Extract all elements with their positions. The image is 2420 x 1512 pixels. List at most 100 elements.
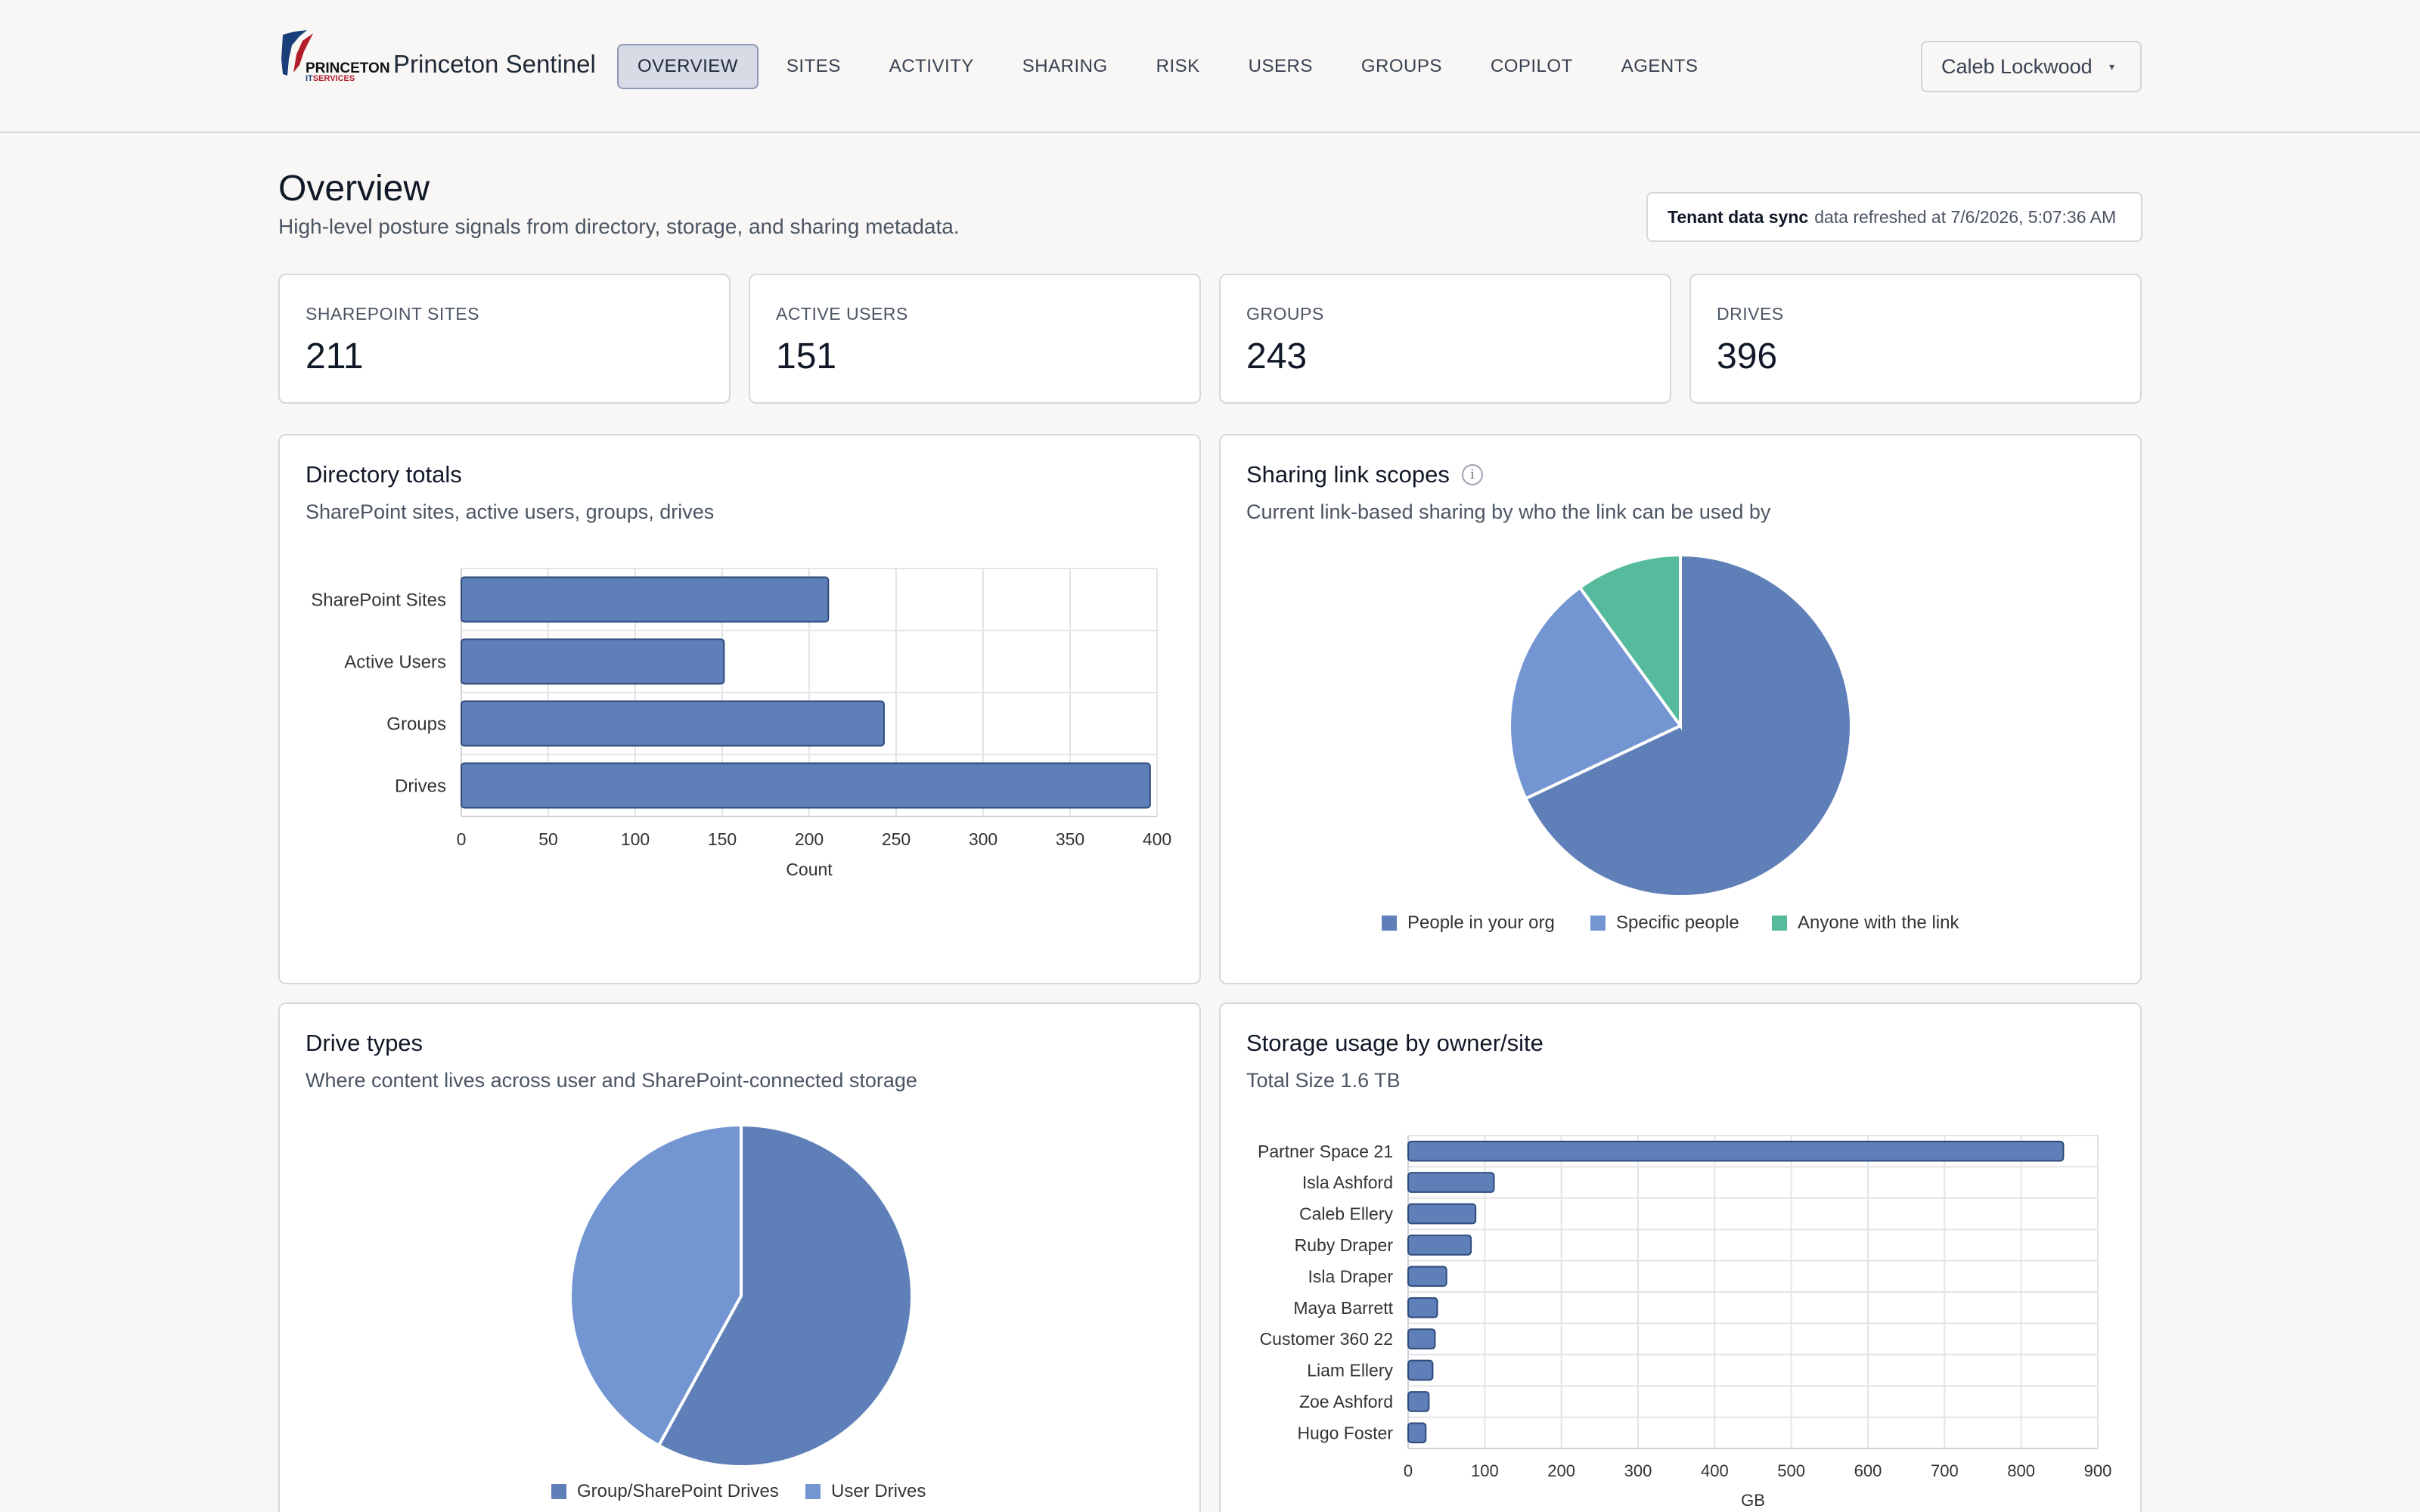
sync-timestamp: data refreshed at 7/6/2026, 5:07:36 AM: [1814, 206, 2117, 227]
stat-card-groups: GROUPS 243: [1219, 274, 1671, 404]
panel-title: Sharing link scopes i: [1246, 461, 1483, 488]
bar: [1407, 1422, 1427, 1444]
bar: [1407, 1140, 2065, 1162]
category-label: Isla Draper: [1308, 1266, 1394, 1286]
x-tick-label: 350: [1056, 829, 1084, 849]
category-label: Customer 360 22: [1260, 1329, 1393, 1349]
directory-totals-panel: Directory totals SharePoint sites, activ…: [278, 434, 1201, 984]
x-axis-label: GB: [1741, 1491, 1765, 1510]
pie-slice: [1523, 553, 1853, 898]
x-tick-label: 200: [1547, 1461, 1575, 1480]
x-tick-label: 0: [1404, 1461, 1413, 1480]
x-tick-label: 100: [621, 829, 650, 849]
category-label: Maya Barrett: [1293, 1298, 1393, 1318]
legend-swatch: [551, 1484, 566, 1499]
nav-copilot[interactable]: COPILOT: [1490, 56, 1573, 76]
x-tick-label: 600: [1854, 1461, 1882, 1480]
legend-swatch: [1772, 916, 1787, 931]
nav-users[interactable]: USERS: [1248, 56, 1313, 76]
nav-agents[interactable]: AGENTS: [1621, 56, 1699, 76]
nav-sites[interactable]: SITES: [786, 56, 841, 76]
pie-slice: [1508, 585, 1683, 801]
sync-label: Tenant data sync: [1668, 206, 1809, 227]
bar: [1407, 1391, 1430, 1412]
category-label: Drives: [395, 776, 446, 796]
stat-label: GROUPS: [1246, 304, 1324, 324]
category-label: SharePoint Sites: [311, 590, 446, 610]
panel-title: Storage usage by owner/site: [1246, 1030, 1544, 1056]
pie-slice: [1578, 553, 1682, 731]
x-tick-label: 900: [2084, 1461, 2112, 1480]
pie-slice: [656, 1123, 914, 1468]
legend-swatch: [805, 1484, 821, 1499]
x-tick-label: 500: [1777, 1461, 1805, 1480]
bar: [1407, 1203, 1477, 1225]
nav-risk[interactable]: RISK: [1156, 56, 1200, 76]
bar: [1407, 1235, 1472, 1256]
legend-label: Anyone with the link: [1798, 912, 1959, 933]
princeton-logo-icon: [281, 30, 313, 76]
logo-subtext: ITSERVICES: [306, 74, 355, 83]
user-name: Caleb Lockwood: [1941, 54, 2093, 78]
x-tick-label: 400: [1701, 1461, 1729, 1480]
bar: [1407, 1172, 1495, 1193]
panel-title: Drive types: [306, 1030, 424, 1056]
stat-value: 211: [306, 336, 364, 376]
x-axis-label: Count: [786, 860, 833, 879]
info-icon[interactable]: i: [1461, 464, 1483, 485]
page-title: Overview: [278, 169, 430, 209]
stat-value: 151: [776, 336, 837, 376]
nav-overview[interactable]: OVERVIEW: [617, 44, 759, 89]
top-navigation-bar: PRINCETON ITSERVICES Princeton Sentinel …: [0, 0, 2420, 133]
x-tick-label: 150: [708, 829, 737, 849]
nav-activity[interactable]: ACTIVITY: [889, 56, 974, 76]
panel-subtitle: Total Size 1.6 TB: [1246, 1069, 1401, 1092]
chevron-down-icon: ▾: [2108, 60, 2114, 73]
stat-label: SHAREPOINT SITES: [306, 304, 479, 324]
bar: [461, 700, 885, 747]
legend-label: People in your org: [1407, 912, 1555, 933]
storage-usage-chart: Partner Space 21 Isla Ashford Caleb Ellery…: [1258, 1135, 2112, 1510]
bar: [461, 576, 830, 623]
legend-label: User Drives: [831, 1481, 926, 1501]
sharing-link-scopes-chart: People in your org Specific people Anyone …: [1382, 553, 1959, 933]
bar: [1407, 1359, 1434, 1381]
x-tick-label: 250: [882, 829, 911, 849]
page-subtitle: High-level posture signals from director…: [278, 215, 960, 238]
panel-title-text: Sharing link scopes: [1246, 461, 1450, 488]
princeton-logo[interactable]: PRINCETON ITSERVICES: [278, 29, 390, 85]
stat-card-sharepoint-sites: SHAREPOINT SITES 211: [278, 274, 731, 404]
drive-types-chart: Group/SharePoint Drives User Drives: [551, 1123, 926, 1501]
stat-card-active-users: ACTIVE USERS 151: [749, 274, 1201, 404]
category-label: Partner Space 21: [1258, 1142, 1393, 1161]
legend-swatch: [1382, 916, 1397, 931]
nav-groups[interactable]: GROUPS: [1360, 56, 1442, 76]
nav-sharing[interactable]: SHARING: [1022, 56, 1108, 76]
stat-value: 396: [1717, 336, 1778, 376]
logo-wordmark: PRINCETON: [306, 60, 390, 76]
brand-name[interactable]: Princeton Sentinel: [393, 50, 596, 78]
legend-label: Group/SharePoint Drives: [577, 1481, 779, 1501]
x-tick-label: 200: [795, 829, 824, 849]
category-label: Hugo Foster: [1297, 1423, 1393, 1442]
x-tick-label: 300: [1624, 1461, 1652, 1480]
category-label: Isla Ashford: [1302, 1173, 1393, 1192]
x-tick-label: 100: [1471, 1461, 1499, 1480]
panel-subtitle: Where content lives across user and Shar…: [306, 1069, 917, 1092]
pie-slice: [569, 1123, 743, 1448]
panel-subtitle: SharePoint sites, active users, groups, …: [306, 500, 715, 523]
x-tick-label: 300: [969, 829, 997, 849]
sharing-link-scopes-panel: Sharing link scopes i Current link-based…: [1219, 434, 2142, 984]
category-label: Ruby Draper: [1295, 1235, 1394, 1255]
legend-swatch: [1590, 916, 1606, 931]
bar: [461, 638, 725, 685]
category-label: Groups: [386, 714, 446, 734]
x-tick-label: 50: [538, 829, 558, 849]
category-label: Liam Ellery: [1307, 1361, 1393, 1380]
bar: [1407, 1328, 1436, 1349]
legend-label: Specific people: [1616, 912, 1739, 933]
x-tick-label: 400: [1143, 829, 1171, 849]
x-tick-label: 800: [2007, 1461, 2035, 1480]
storage-usage-panel: Storage usage by owner/site Total Size 1…: [1219, 1002, 2142, 1512]
user-menu-button[interactable]: Caleb Lockwood ▾: [1921, 41, 2142, 92]
